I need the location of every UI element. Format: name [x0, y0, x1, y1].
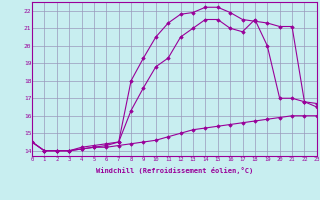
X-axis label: Windchill (Refroidissement éolien,°C): Windchill (Refroidissement éolien,°C) [96, 167, 253, 174]
